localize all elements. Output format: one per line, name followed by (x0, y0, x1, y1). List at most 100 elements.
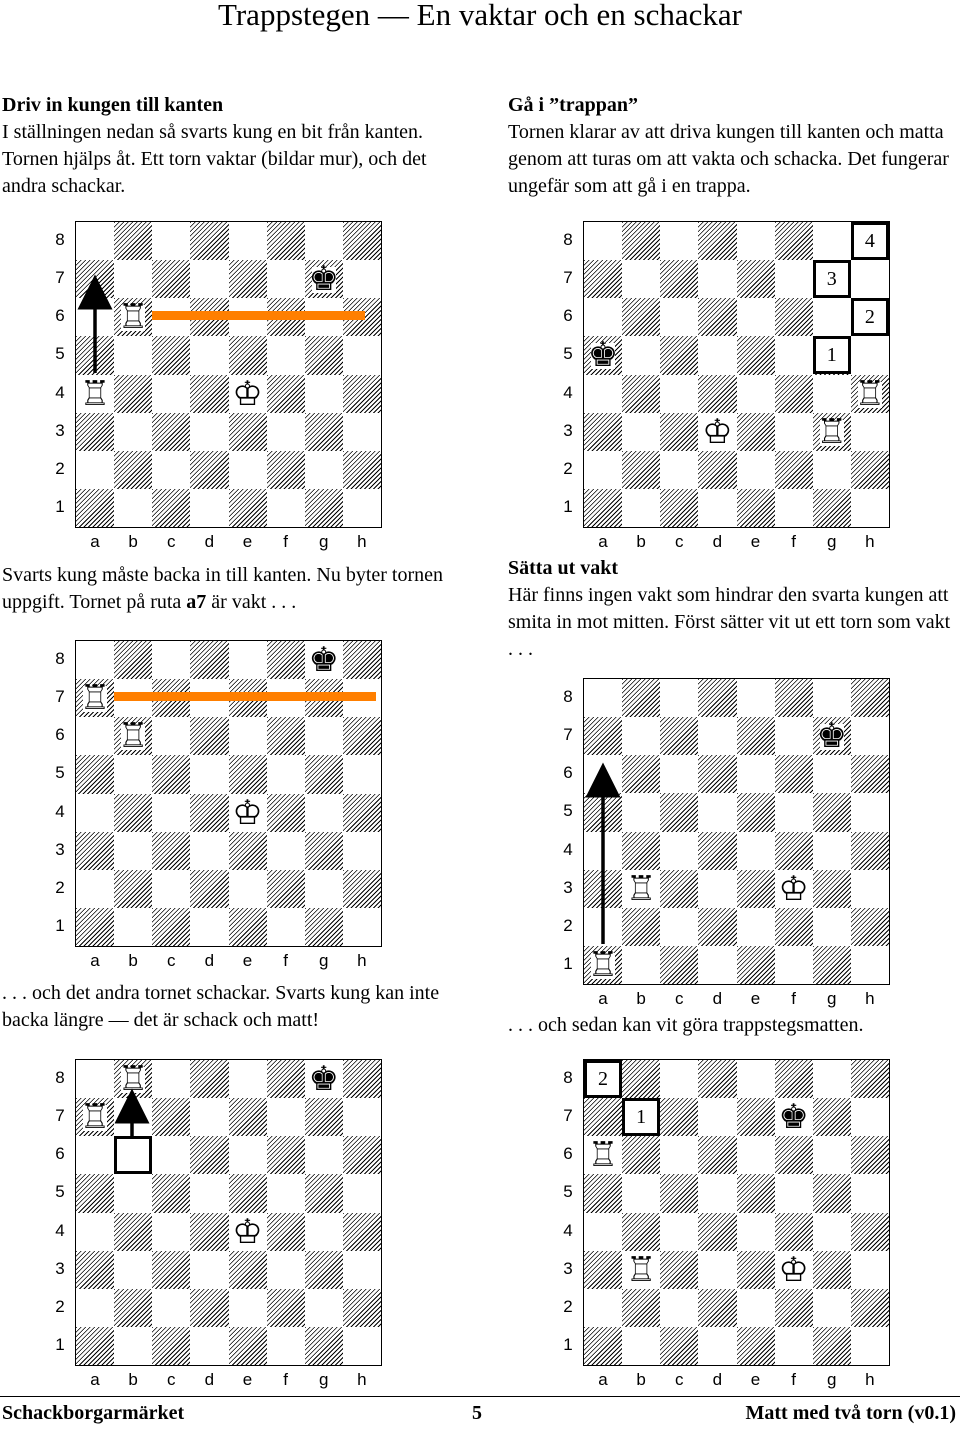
square-h5 (851, 1174, 889, 1212)
square-c3 (152, 1250, 191, 1289)
square-g2 (813, 1289, 851, 1327)
square-d7 (698, 260, 736, 298)
square-a1 (76, 907, 115, 946)
rank-label: 3 (563, 1258, 573, 1278)
square-c2 (660, 1289, 698, 1327)
square-c1 (152, 1326, 191, 1365)
rank-label: 3 (55, 1258, 65, 1278)
caption-1-tail: är vakt . . . (206, 591, 297, 613)
square-a5 (76, 336, 115, 375)
rank-label: 5 (55, 1182, 65, 1202)
square-e5 (736, 793, 775, 832)
rank-label: 2 (55, 877, 65, 897)
square-c5 (660, 1174, 699, 1213)
square-d2 (190, 1288, 229, 1327)
square-e6 (229, 717, 267, 755)
chess-board-4: ♚ ♖ ♔ ♖ (583, 678, 890, 985)
white-rook-icon: ♖ (79, 1097, 111, 1138)
square-f3 (267, 832, 305, 870)
square-e7 (736, 1098, 775, 1137)
square-d1 (698, 489, 736, 527)
square-e1 (228, 907, 267, 946)
file-label: b (128, 532, 138, 551)
rank-label: 1 (55, 915, 65, 935)
white-rook-icon: ♖ (117, 716, 149, 757)
square-e2 (229, 870, 267, 908)
square-b5 (114, 1174, 152, 1212)
rank-label: 5 (563, 1182, 573, 1202)
square-b8 (114, 641, 153, 680)
step-box-b7: 1 (622, 1098, 661, 1137)
square-f2 (774, 1288, 813, 1327)
square-b1 (622, 1327, 660, 1365)
rank-label: 6 (55, 725, 65, 745)
square-c7 (152, 260, 191, 299)
rank-label: 4 (563, 1220, 573, 1240)
square-b3 (114, 1251, 152, 1289)
square-a1 (76, 1326, 115, 1365)
square-g1 (304, 488, 343, 527)
square-e8 (737, 222, 775, 260)
square-d4 (698, 831, 737, 870)
square-c3 (660, 412, 699, 451)
file-label: d (712, 532, 723, 551)
square-f1 (267, 1327, 305, 1365)
file-label: d (204, 532, 215, 551)
square-e5 (736, 1174, 775, 1213)
square-c6 (152, 1136, 190, 1174)
square-b4 (114, 374, 153, 413)
white-king-icon: ♔ (232, 792, 263, 833)
square-f5 (775, 1174, 813, 1212)
square-b1 (622, 489, 660, 527)
square-a7 (584, 260, 623, 299)
rank-label: 7 (55, 268, 65, 288)
square-c1 (660, 488, 699, 527)
square-a3 (76, 412, 115, 451)
square-e6 (737, 755, 775, 793)
square-d7 (698, 717, 736, 755)
rank-label: 8 (563, 230, 573, 249)
square-a3 (76, 1250, 115, 1289)
square-h7 (343, 260, 381, 298)
square-c4 (152, 794, 190, 832)
square-b2 (114, 869, 153, 908)
white-rook-icon: ♖ (625, 868, 657, 909)
square-d8 (190, 641, 229, 680)
stairs-text: Tornen klarar av att driva kungen till k… (508, 121, 949, 197)
caption-1-text: Svarts kung måste backa in till kanten. … (2, 564, 444, 613)
square-a4 (584, 375, 622, 413)
square-b4 (114, 1212, 153, 1251)
rank-label: 1 (55, 1334, 65, 1354)
square-e7 (736, 260, 775, 299)
wall-bar-1 (152, 311, 365, 320)
square-d3 (698, 870, 736, 908)
rank-label: 2 (55, 1296, 65, 1316)
square-f5 (267, 755, 305, 793)
square-f6 (774, 1136, 813, 1175)
square-c2 (660, 451, 698, 489)
square-h8 (850, 679, 889, 718)
square-c8 (152, 222, 190, 260)
square-h8 (342, 222, 381, 261)
square-a6 (76, 717, 114, 755)
square-h6 (850, 1136, 889, 1175)
square-b2 (622, 450, 661, 489)
square-d8 (698, 679, 737, 718)
drive-heading: Driv in kungen till kanten (2, 94, 224, 116)
square-d2 (190, 869, 229, 908)
square-c6 (660, 1136, 698, 1174)
square-a2 (76, 870, 114, 908)
square-a2 (584, 908, 622, 946)
rank-label: 5 (563, 344, 573, 364)
square-d1 (190, 1327, 228, 1365)
square-f7 (267, 1098, 305, 1136)
square-b5 (114, 336, 152, 374)
square-f8 (266, 641, 305, 680)
rank-label: 1 (55, 496, 65, 516)
square-g1 (812, 945, 851, 984)
square-c1 (660, 1326, 699, 1365)
square-f8 (774, 679, 813, 718)
square-a2 (584, 1289, 622, 1327)
square-h3 (851, 413, 889, 451)
square-h3 (343, 413, 381, 451)
